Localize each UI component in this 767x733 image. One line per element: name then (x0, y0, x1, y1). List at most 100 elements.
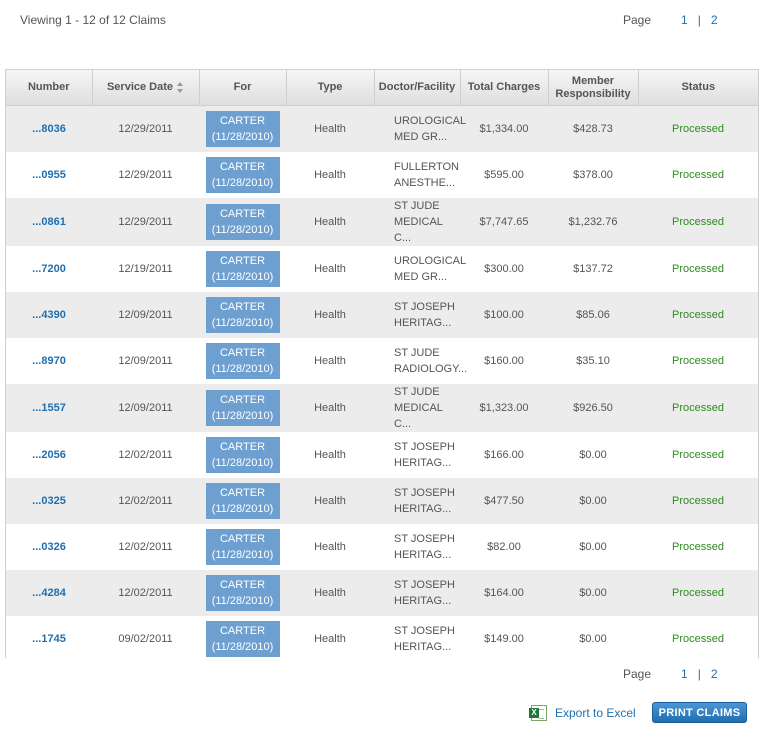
claim-number-link[interactable]: ...7200 (32, 262, 66, 275)
table-row[interactable]: ...4390 12/09/2011 CARTER (11/28/2010) Healt… (6, 291, 758, 338)
doctor-facility-cell: UROLOGICAL MED GR... (394, 254, 467, 283)
patient-badge: CARTER (11/28/2010) (205, 250, 280, 287)
member-responsibility-cell: $0.00 (579, 448, 607, 461)
doctor-facility-cell: ST JOSEPH HERITAG... (394, 486, 455, 515)
table-row[interactable]: ...2056 12/02/2011 CARTER (11/28/2010) Healt… (6, 431, 758, 478)
claim-number-link[interactable]: ...4390 (32, 308, 66, 321)
service-date-cell: 12/19/2011 (118, 262, 173, 275)
status-cell: Processed (672, 632, 724, 645)
table-row[interactable]: ...0955 12/29/2011 CARTER (11/28/2010) Healt… (6, 151, 758, 198)
claim-number-link[interactable]: ...0326 (32, 540, 66, 553)
table-row[interactable]: ...7200 12/19/2011 CARTER (11/28/2010) Healt… (6, 245, 758, 292)
doctor-facility-cell: ST JUDE RADIOLOGY... (394, 346, 468, 375)
export-to-excel-link[interactable]: Export to Excel (529, 705, 636, 721)
patient-badge: CARTER (11/28/2010) (205, 110, 280, 147)
col-member-responsibility[interactable]: Member Responsibility (548, 70, 639, 106)
type-cell: Health (314, 540, 346, 553)
pager-bottom: Page 1 | 2 (623, 667, 718, 681)
claim-number-link[interactable]: ...0325 (32, 494, 66, 507)
for-cell: CARTER (11/28/2010) (199, 432, 286, 478)
doctor-facility-cell: ST JOSEPH HERITAG... (394, 578, 455, 607)
table-row[interactable]: ...0325 12/02/2011 CARTER (11/28/2010) Healt… (6, 477, 758, 524)
status-cell: Processed (672, 168, 724, 181)
col-for[interactable]: For (199, 70, 287, 106)
for-cell: CARTER (11/28/2010) (199, 616, 286, 662)
patient-badge: CARTER (11/28/2010) (205, 296, 280, 333)
claim-number-link[interactable]: ...0861 (32, 215, 66, 228)
page-1-link[interactable]: 1 (681, 667, 688, 681)
table-row[interactable]: ...1745 09/02/2011 CARTER (11/28/2010) Healt… (6, 615, 758, 662)
member-responsibility-cell: $926.50 (573, 401, 613, 414)
claim-number-link[interactable]: ...1745 (32, 632, 66, 645)
col-status[interactable]: Status (638, 70, 758, 106)
for-cell: CARTER (11/28/2010) (199, 246, 286, 292)
claim-number-link[interactable]: ...8036 (32, 122, 66, 135)
doctor-facility-cell: ST JOSEPH HERITAG... (394, 624, 455, 653)
member-responsibility-cell: $1,232.76 (568, 215, 618, 228)
sort-icon[interactable] (177, 81, 184, 93)
col-total-charges[interactable]: Total Charges (460, 70, 549, 106)
patient-badge: CARTER (11/28/2010) (205, 620, 280, 657)
total-charges-cell: $82.00 (487, 540, 521, 553)
pager-separator: | (697, 667, 701, 681)
print-claims-button[interactable]: PRINT CLAIMS (652, 702, 747, 723)
pager-top: Page 1 | 2 (623, 13, 718, 27)
claim-number-cell: ...0955 (6, 152, 92, 198)
doctor-facility-cell: ST JUDE MEDICAL C... (394, 385, 443, 430)
table-row[interactable]: ...0861 12/29/2011 CARTER (11/28/2010) Healt… (6, 197, 758, 246)
col-type[interactable]: Type (286, 70, 375, 106)
pager-label: Page (623, 13, 652, 27)
doctor-facility-cell: ST JUDE MEDICAL C... (394, 199, 443, 244)
status-cell: Processed (672, 586, 724, 599)
col-doctor-facility[interactable]: Doctor/Facility (374, 70, 461, 106)
service-date-cell: 12/09/2011 (118, 354, 173, 367)
export-label[interactable]: Export to Excel (555, 706, 636, 720)
type-cell: Health (314, 215, 346, 228)
status-cell: Processed (672, 354, 724, 367)
claim-number-cell: ...1557 (6, 384, 92, 432)
type-cell: Health (314, 632, 346, 645)
table-row[interactable]: ...8036 12/29/2011 CARTER (11/28/2010) Healt… (6, 105, 758, 152)
total-charges-cell: $149.00 (484, 632, 524, 645)
claim-number-link[interactable]: ...1557 (32, 401, 66, 414)
table-row[interactable]: ...4284 12/02/2011 CARTER (11/28/2010) Healt… (6, 569, 758, 616)
table-row[interactable]: ...8970 12/09/2011 CARTER (11/28/2010) Healt… (6, 337, 758, 384)
excel-icon[interactable] (529, 705, 547, 721)
page-1-link[interactable]: 1 (681, 13, 688, 27)
status-cell: Processed (672, 215, 724, 228)
claim-number-link[interactable]: ...4284 (32, 586, 66, 599)
claim-number-link[interactable]: ...0955 (32, 168, 66, 181)
total-charges-cell: $300.00 (484, 262, 524, 275)
col-number[interactable]: Number (6, 70, 93, 106)
for-cell: CARTER (11/28/2010) (199, 198, 286, 246)
patient-badge: CARTER (11/28/2010) (205, 342, 280, 379)
patient-badge: CARTER (11/28/2010) (205, 574, 280, 611)
total-charges-cell: $166.00 (484, 448, 524, 461)
member-responsibility-cell: $0.00 (579, 586, 607, 599)
patient-badge: CARTER (11/28/2010) (205, 389, 280, 426)
type-cell: Health (314, 308, 346, 321)
page-2-link[interactable]: 2 (710, 13, 718, 27)
doctor-facility-cell: ST JOSEPH HERITAG... (394, 440, 455, 469)
service-date-cell: 12/29/2011 (118, 122, 173, 135)
col-service-date[interactable]: Service Date (92, 70, 200, 106)
total-charges-cell: $164.00 (484, 586, 524, 599)
claim-number-cell: ...8970 (6, 338, 92, 384)
type-cell: Health (314, 168, 346, 181)
status-cell: Processed (672, 448, 724, 461)
status-cell: Processed (672, 401, 724, 414)
table-row[interactable]: ...0326 12/02/2011 CARTER (11/28/2010) Healt… (6, 523, 758, 570)
patient-badge: CARTER (11/28/2010) (205, 156, 280, 193)
total-charges-cell: $1,323.00 (479, 401, 529, 414)
page-2-link[interactable]: 2 (710, 667, 718, 681)
table-row[interactable]: ...1557 12/09/2011 CARTER (11/28/2010) Healt… (6, 383, 758, 432)
claim-number-link[interactable]: ...8970 (32, 354, 66, 367)
status-cell: Processed (672, 262, 724, 275)
status-cell: Processed (672, 308, 724, 321)
claim-number-cell: ...0861 (6, 198, 92, 246)
patient-badge: CARTER (11/28/2010) (205, 528, 280, 565)
doctor-facility-cell: UROLOGICAL MED GR... (394, 114, 467, 143)
claim-number-link[interactable]: ...2056 (32, 448, 66, 461)
member-responsibility-cell: $0.00 (579, 632, 607, 645)
